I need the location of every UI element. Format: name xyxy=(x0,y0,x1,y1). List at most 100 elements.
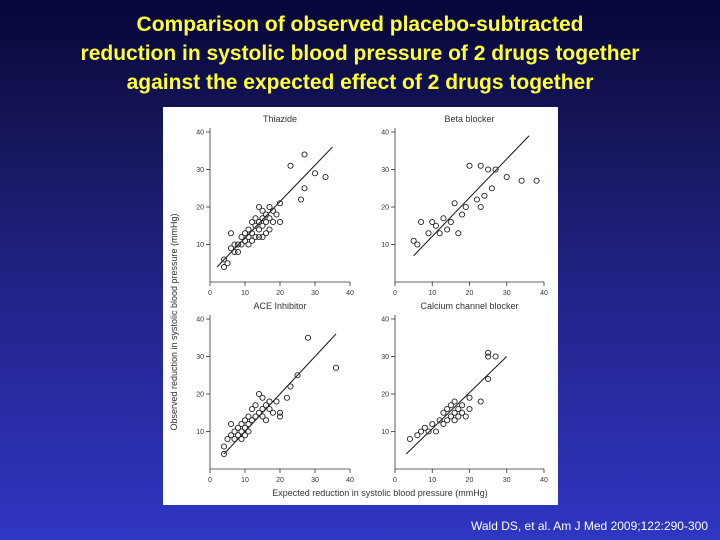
panel-4-x-tick-label: 10 xyxy=(428,477,436,484)
panel-1-data-point xyxy=(255,226,263,233)
panel-3-x-tick-label: 40 xyxy=(346,477,354,484)
panel-3-data-point xyxy=(255,409,263,416)
panel-1-data-point xyxy=(287,162,294,169)
panel-4-data-point xyxy=(458,402,466,409)
panel-2-x-tick-label: 20 xyxy=(466,290,474,297)
panel-3-data-point xyxy=(234,432,242,439)
panel-2-data-point xyxy=(458,211,466,218)
panel-2-data-point xyxy=(503,173,510,181)
panel-3-x-tick-label: 10 xyxy=(241,477,249,484)
panel-3-y-tick-label: 20 xyxy=(196,392,204,399)
panel-2-data-point xyxy=(488,185,495,192)
panel-1-y-tick-label: 10 xyxy=(196,242,204,249)
panel-3-y-tick-label: 30 xyxy=(196,354,204,361)
panel-4-data-point xyxy=(466,394,473,401)
panel-1-data-point xyxy=(252,233,259,241)
panel-1-data-point xyxy=(297,196,305,203)
panel-1-data-point xyxy=(276,200,284,207)
panel-4-data-point xyxy=(455,405,462,413)
panel-4-data-point xyxy=(458,409,466,416)
panel-1-data-point xyxy=(227,245,235,252)
panel-4-data-point xyxy=(485,375,492,383)
panel-1-data-point xyxy=(259,222,266,229)
panel-1-data-point xyxy=(255,233,263,241)
panel-3-data-point xyxy=(283,394,291,401)
panel-3-data-point xyxy=(269,409,277,416)
scatter-plot-grid: Observed reduction in systolic blood pre… xyxy=(169,114,548,498)
panel-3-data-point xyxy=(234,424,242,431)
panel-3-data-point xyxy=(259,413,266,420)
panel-4-data-point xyxy=(421,424,428,431)
panel-4-data-point xyxy=(455,413,462,420)
panel-3-data-point xyxy=(241,424,249,431)
panel-1-data-point xyxy=(262,218,270,226)
panel-3-y-tick-label: 40 xyxy=(196,317,204,324)
panel-2-data-point xyxy=(492,166,499,173)
panel-1-data-point xyxy=(255,218,263,226)
panel-3-data-point xyxy=(332,364,340,371)
panel-1-data-point xyxy=(273,211,280,218)
panel-2-data-point xyxy=(481,192,488,199)
panel-1-data-point xyxy=(245,241,252,248)
panel-1-x-tick-label: 30 xyxy=(311,290,319,297)
panel-4-y-tick-label: 30 xyxy=(381,354,389,361)
panel-3-data-point xyxy=(287,383,294,390)
panel-1-data-point xyxy=(262,211,270,218)
panel-3-data-point xyxy=(248,405,256,413)
panel-2-data-point xyxy=(485,166,492,173)
panel-2-data-point xyxy=(414,241,421,248)
panel-2-data-point xyxy=(410,237,417,244)
panel-1-data-point xyxy=(241,230,249,237)
panel-3-data-point xyxy=(238,420,245,428)
panel-3-data-point xyxy=(241,417,249,424)
panel-3-data-point xyxy=(276,409,284,416)
panel-3-data-point xyxy=(248,417,256,424)
panel-4-x-tick-label: 0 xyxy=(393,477,397,484)
panel-4-data-point xyxy=(462,413,469,420)
panel-3-data-point xyxy=(259,405,266,413)
panel-4-data-point xyxy=(432,428,440,435)
panel-1-data-point xyxy=(234,241,242,248)
panel-2-title: Beta blocker xyxy=(444,114,494,124)
panel-4-data-point xyxy=(451,417,458,424)
panel-1-x-tick-label: 10 xyxy=(241,290,249,297)
panel-3-y-tick-label: 10 xyxy=(196,429,204,436)
panel-1-y-tick-label: 40 xyxy=(196,130,204,137)
panel-2-data-point xyxy=(477,162,484,169)
panel-4-data-point xyxy=(425,428,432,435)
panel-2-data-point xyxy=(432,222,440,229)
panel-1-data-point xyxy=(224,260,231,267)
panel-1-data-point xyxy=(301,151,308,158)
panel-3-data-point xyxy=(259,394,266,401)
panel-1-x-tick-label: 40 xyxy=(346,290,354,297)
panel-4-x-tick-label: 40 xyxy=(540,477,548,484)
panel-2-x-tick-label: 40 xyxy=(540,290,548,297)
panel-2-data-point xyxy=(518,177,525,184)
panel-4-data-point xyxy=(485,349,492,356)
panel-3-data-point xyxy=(238,428,245,435)
panel-2-data-point xyxy=(425,230,432,237)
panel-1-y-tick-label: 20 xyxy=(196,205,204,212)
panel-2-y-tick-label: 30 xyxy=(381,167,389,174)
panel-4-data-point xyxy=(440,420,447,428)
panel-1-data-point xyxy=(266,203,273,211)
panel-1-x-tick-label: 20 xyxy=(276,290,284,297)
panel-1-data-point xyxy=(301,185,308,192)
panel-1-data-point xyxy=(241,237,249,244)
panel-2-data-point xyxy=(455,230,462,237)
panel-4-data-point xyxy=(447,402,454,409)
panel-3-data-point xyxy=(252,402,259,409)
panel-1-data-point xyxy=(231,241,238,248)
panel-1-data-point xyxy=(227,230,235,237)
panel-1-data-point xyxy=(311,170,319,177)
panel-3-data-point xyxy=(262,402,270,409)
panel-2-reference-line xyxy=(413,135,530,257)
panel-1-reference-line xyxy=(216,146,333,268)
panel-2-x-tick-label: 30 xyxy=(503,290,511,297)
panel-2-data-point xyxy=(473,196,481,203)
panel-1-x-tick-label: 0 xyxy=(208,290,212,297)
slide-title-line-2: reduction in systolic blood pressure of … xyxy=(80,42,640,65)
panel-4-data-point xyxy=(466,405,473,413)
slide-title-line-1: Comparison of observed placebo-subtracte… xyxy=(136,13,584,36)
panel-1-data-point xyxy=(266,226,273,233)
